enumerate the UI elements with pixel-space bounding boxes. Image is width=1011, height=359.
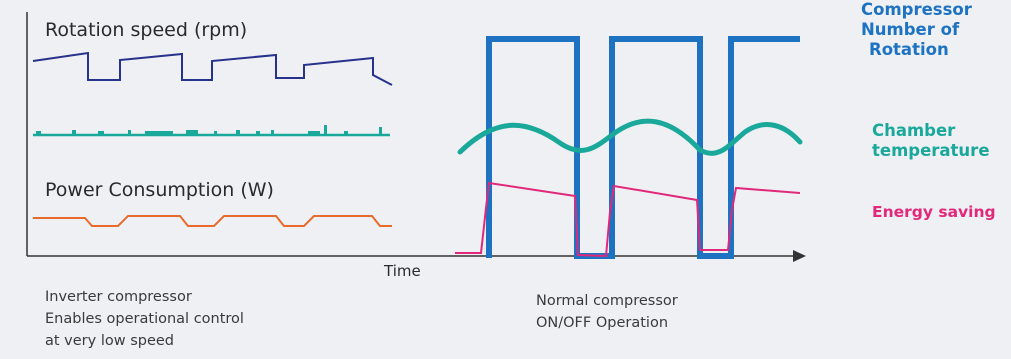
power-consumption-line — [33, 215, 392, 227]
time-axis-arrow — [793, 250, 806, 262]
normal-caption: Normal compressor ON/OFF Operation — [536, 290, 678, 334]
compressor-rotation-line — [486, 36, 800, 259]
legend-line: Chamber — [872, 121, 956, 140]
legend-line: Rotation — [869, 40, 949, 59]
energy-saving-line — [455, 181, 801, 258]
inverter-caption-line: Inverter compressor — [45, 289, 192, 305]
normal-caption-line: Normal compressor — [536, 293, 678, 309]
inverter-chamber-temperature-line — [33, 125, 390, 137]
legend-line: temperature — [872, 141, 990, 160]
legend-energy-saving: Energy saving — [872, 203, 996, 221]
legend-line: Compressor — [861, 0, 972, 19]
rotation-speed-label: Rotation speed (rpm) — [45, 19, 248, 41]
chamber-temperature-line — [457, 118, 803, 156]
power-consumption-label: Power Consumption (W) — [45, 179, 274, 201]
inverter-caption-line: at very low speed — [45, 333, 175, 349]
normal-caption-line: ON/OFF Operation — [536, 315, 669, 331]
inverter-caption-line: Enables operational control — [45, 311, 244, 327]
time-axis-label: Time — [384, 262, 421, 280]
legend-chamber-temperature: Chamber temperature — [872, 121, 990, 161]
legend-line: Number of — [861, 20, 960, 39]
rotation-speed-line — [32, 51, 393, 86]
inverter-caption: Inverter compressor Enables operational … — [45, 286, 244, 352]
legend-compressor-rotation: Compressor Number of Rotation — [861, 0, 972, 60]
